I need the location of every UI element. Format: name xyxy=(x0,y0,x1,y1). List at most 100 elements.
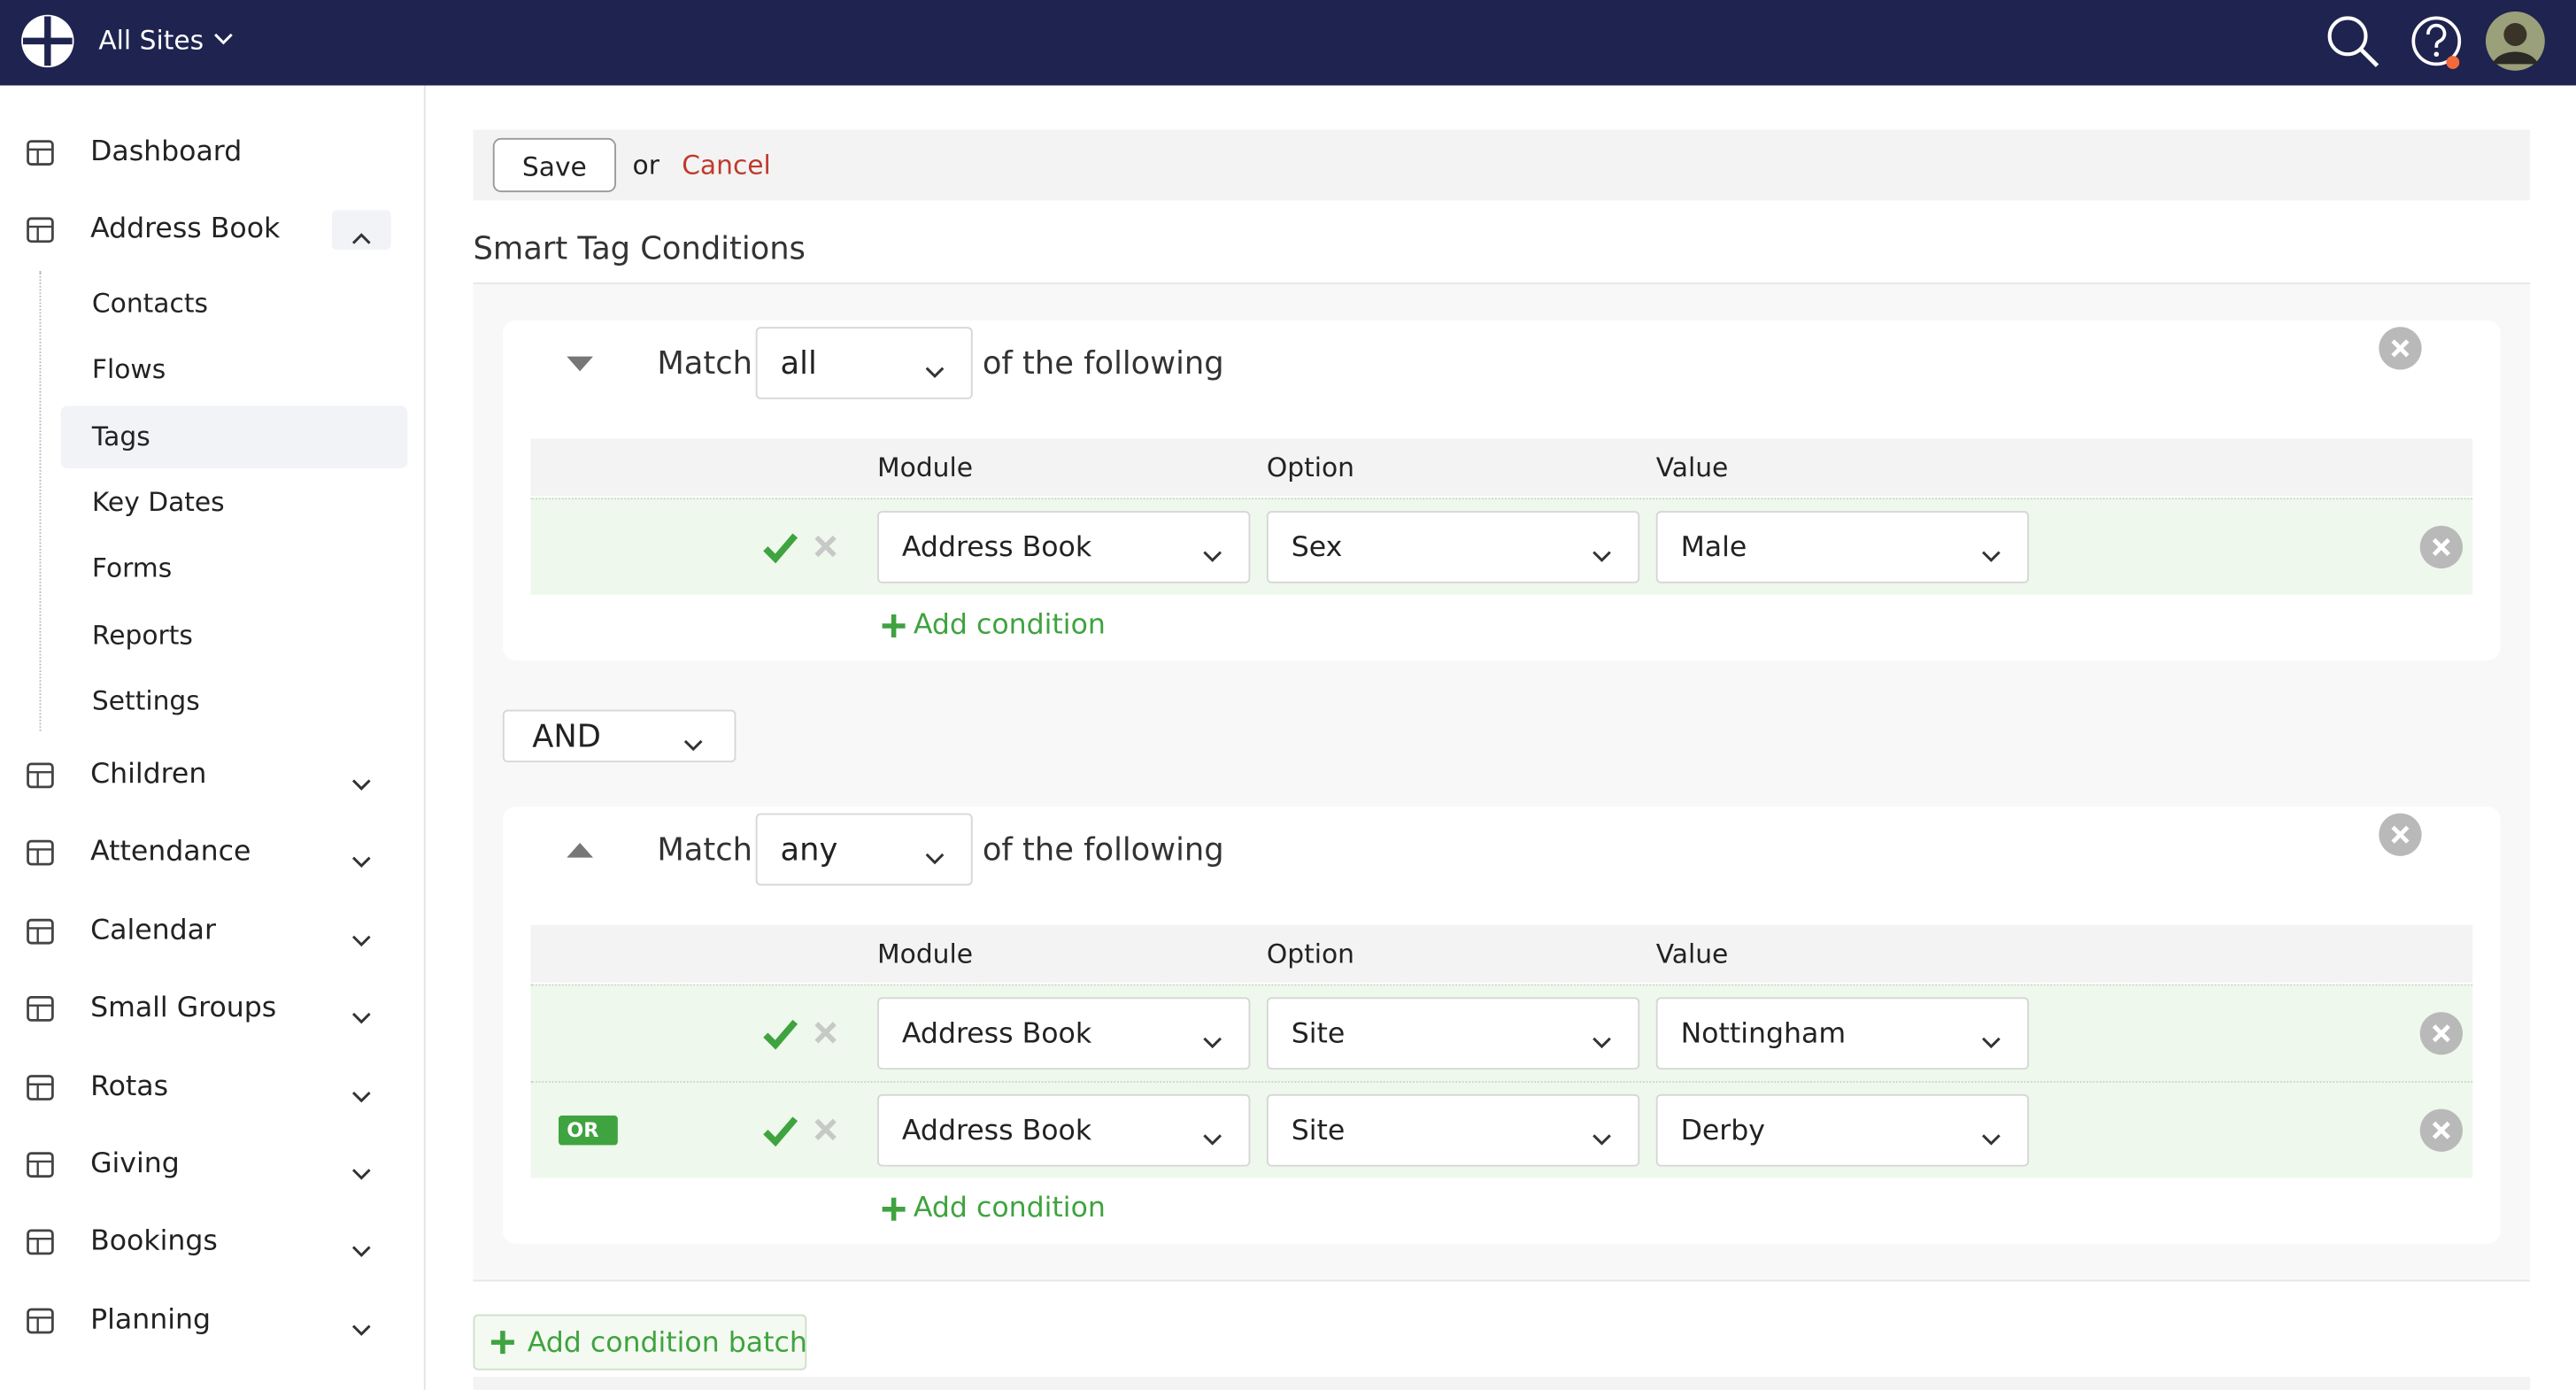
sub-nav-item[interactable]: Key Dates xyxy=(91,486,225,518)
remove-button[interactable] xyxy=(2418,1108,2464,1154)
dropdown-value[interactable]: Nottingham xyxy=(1680,1017,1847,1051)
dropdown[interactable]: Derby xyxy=(1655,1093,2030,1167)
dropdown-value[interactable]: Derby xyxy=(1680,1115,1765,1148)
nav-item[interactable]: Giving xyxy=(90,1147,180,1181)
nav-icon xyxy=(23,1225,59,1258)
chevron xyxy=(1201,1124,1224,1146)
logo[interactable] xyxy=(18,12,77,71)
nav-icon xyxy=(23,1071,59,1104)
dropdown-value[interactable]: Address Book xyxy=(901,1017,1092,1051)
chevron xyxy=(1591,1027,1614,1049)
dropdown-value[interactable]: all xyxy=(780,345,817,382)
column-header: Value xyxy=(1655,938,1729,969)
site-selector[interactable]: All Sites xyxy=(98,24,204,57)
sub-nav-item[interactable]: Forms xyxy=(91,552,173,584)
toggle-arrow[interactable] xyxy=(565,348,594,372)
nav-icon xyxy=(23,759,59,792)
nav-item[interactable]: Calendar xyxy=(90,914,216,947)
dropdown[interactable]: any xyxy=(755,813,973,886)
sub-nav-item[interactable]: Reports xyxy=(91,618,193,650)
add-batch-label[interactable]: Add condition batch xyxy=(527,1326,807,1360)
nav-item[interactable]: Rotas xyxy=(90,1070,169,1104)
column-header: Option xyxy=(1266,938,1355,969)
remove-button[interactable] xyxy=(2377,325,2423,371)
dropdown[interactable]: Address Book xyxy=(877,997,1251,1070)
confirm-icon[interactable] xyxy=(762,530,798,564)
header-row xyxy=(530,924,2473,983)
operator-value[interactable]: AND xyxy=(532,718,601,755)
search-icon[interactable] xyxy=(2323,12,2382,71)
chevron xyxy=(350,222,373,244)
topbar: All Sites xyxy=(0,0,2576,86)
dropdown[interactable]: Site xyxy=(1266,997,1640,1070)
remove-button[interactable] xyxy=(2418,524,2464,570)
dropdown-value[interactable]: Address Book xyxy=(901,531,1092,565)
add-batch-button[interactable]: Add condition batch xyxy=(473,1314,807,1371)
cancel-link[interactable]: Cancel xyxy=(682,149,771,181)
dropdown-value[interactable]: Site xyxy=(1291,1115,1346,1148)
nav-item[interactable]: Attendance xyxy=(90,835,251,869)
add-condition[interactable]: Add condition xyxy=(913,608,1106,642)
nav-item[interactable]: Children xyxy=(90,758,207,792)
nav-icon xyxy=(23,1148,59,1181)
match-suffix: of the following xyxy=(982,831,1224,869)
dropdown-value[interactable]: Sex xyxy=(1291,531,1343,565)
sub-nav-item[interactable]: Contacts xyxy=(91,287,208,320)
dropdown[interactable]: all xyxy=(755,327,973,399)
batch-operator[interactable]: AND xyxy=(502,709,737,763)
chevron xyxy=(682,730,705,752)
collapse-button[interactable] xyxy=(331,210,391,251)
discard-icon[interactable] xyxy=(814,1020,838,1045)
or-badge: OR xyxy=(559,1116,618,1146)
nav-item[interactable]: Planning xyxy=(90,1303,211,1337)
header-row xyxy=(530,438,2473,497)
nav-item[interactable]: Address Book xyxy=(90,212,281,246)
confirm-icon[interactable] xyxy=(762,1114,798,1147)
sub-nav-item[interactable]: Settings xyxy=(91,684,200,716)
confirm-icon[interactable] xyxy=(762,1017,798,1050)
nav-icon xyxy=(23,136,59,169)
toggle-arrow[interactable] xyxy=(565,835,594,858)
chevron xyxy=(1979,1027,2002,1049)
dropdown-value[interactable]: any xyxy=(780,831,838,869)
discard-icon[interactable] xyxy=(814,534,838,559)
chevron xyxy=(923,357,946,379)
add-condition[interactable]: Add condition xyxy=(913,1192,1106,1225)
chevron xyxy=(1979,1124,2002,1146)
sub-nav-item[interactable]: Tags xyxy=(91,420,150,452)
match-suffix: of the following xyxy=(982,345,1224,382)
save-label[interactable]: Save xyxy=(521,151,587,182)
chevron xyxy=(350,925,373,947)
help-icon[interactable] xyxy=(2409,13,2468,73)
dropdown[interactable]: Male xyxy=(1655,511,2030,583)
nav-item[interactable]: Bookings xyxy=(90,1224,218,1258)
discard-icon[interactable] xyxy=(814,1117,838,1142)
dropdown[interactable]: Sex xyxy=(1266,511,1640,583)
or-label: OR xyxy=(567,1118,599,1142)
dropdown[interactable]: Nottingham xyxy=(1655,997,2030,1070)
dropdown[interactable]: Address Book xyxy=(877,1093,1251,1167)
sub-nav-item[interactable]: Flows xyxy=(91,353,166,385)
chevron xyxy=(350,1002,373,1024)
dropdown[interactable]: Address Book xyxy=(877,511,1251,583)
section-title: Smart Tag Conditions xyxy=(473,230,806,267)
chevron xyxy=(1201,1027,1224,1049)
chevron xyxy=(923,843,946,865)
chevron xyxy=(1201,541,1224,562)
save-button[interactable]: Save xyxy=(492,137,616,193)
avatar[interactable] xyxy=(2482,8,2548,73)
nav-item[interactable]: Dashboard xyxy=(90,135,243,169)
dropdown-value[interactable]: Site xyxy=(1291,1017,1346,1051)
dropdown[interactable]: Site xyxy=(1266,1093,1640,1167)
remove-button[interactable] xyxy=(2377,812,2423,858)
remove-button[interactable] xyxy=(2418,1010,2464,1056)
plus-icon xyxy=(881,613,907,639)
dropdown-value[interactable]: Address Book xyxy=(901,1115,1092,1148)
dropdown-value[interactable]: Male xyxy=(1680,531,1747,565)
plus-icon xyxy=(490,1329,516,1355)
nav-item[interactable]: Small Groups xyxy=(90,991,277,1025)
column-header: Option xyxy=(1266,452,1355,483)
sidebar xyxy=(0,85,426,1390)
chevron xyxy=(1591,541,1614,562)
